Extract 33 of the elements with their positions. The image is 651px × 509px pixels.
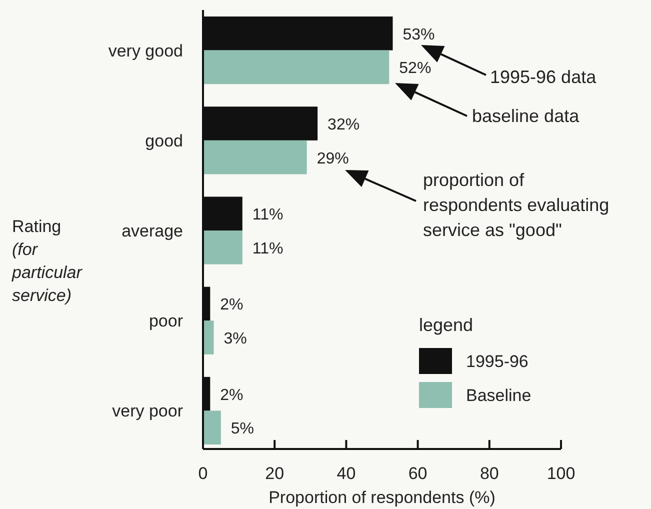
x-tick-label: 20 xyxy=(265,464,284,483)
data-label: 29% xyxy=(316,150,349,168)
y-tick-label: very good xyxy=(108,41,183,60)
data-label: 52% xyxy=(399,60,432,78)
y-tick-label: good xyxy=(145,131,183,150)
legend-title: legend xyxy=(419,315,474,335)
x-tick-label: 60 xyxy=(408,464,428,483)
data-label: 32% xyxy=(328,116,360,134)
x-axis-title: Proportion of respondents (%) xyxy=(268,488,496,507)
data-label: 5% xyxy=(230,420,254,438)
bar xyxy=(203,410,221,444)
y-tick-label: poor xyxy=(148,312,184,331)
bar xyxy=(203,230,242,264)
legend-label: 1995-96 xyxy=(466,352,528,371)
annotation: proportion of respondents evaluating service as "good" xyxy=(423,170,610,240)
bar xyxy=(203,50,390,84)
y-tick-label: average xyxy=(122,222,183,240)
data-label: 11% xyxy=(252,240,284,258)
data-label: 11% xyxy=(252,206,284,224)
legend-label: Baseline xyxy=(466,386,532,405)
x-tick-label: 80 xyxy=(480,464,499,483)
y-axis-title: Rating (for particular service) xyxy=(11,217,84,305)
x-tick-label: 100 xyxy=(546,464,576,483)
x-tick-label: 40 xyxy=(336,464,356,483)
data-label: 2% xyxy=(220,296,244,314)
y-tick-label: very poor xyxy=(112,402,184,421)
data-label: 53% xyxy=(402,26,435,44)
x-tick-label: 0 xyxy=(198,464,208,483)
data-label: 3% xyxy=(224,330,247,348)
annotation: baseline data xyxy=(472,106,580,126)
bar xyxy=(203,140,307,174)
data-label: 2% xyxy=(220,386,244,404)
annotation: 1995-96 data xyxy=(490,67,598,87)
